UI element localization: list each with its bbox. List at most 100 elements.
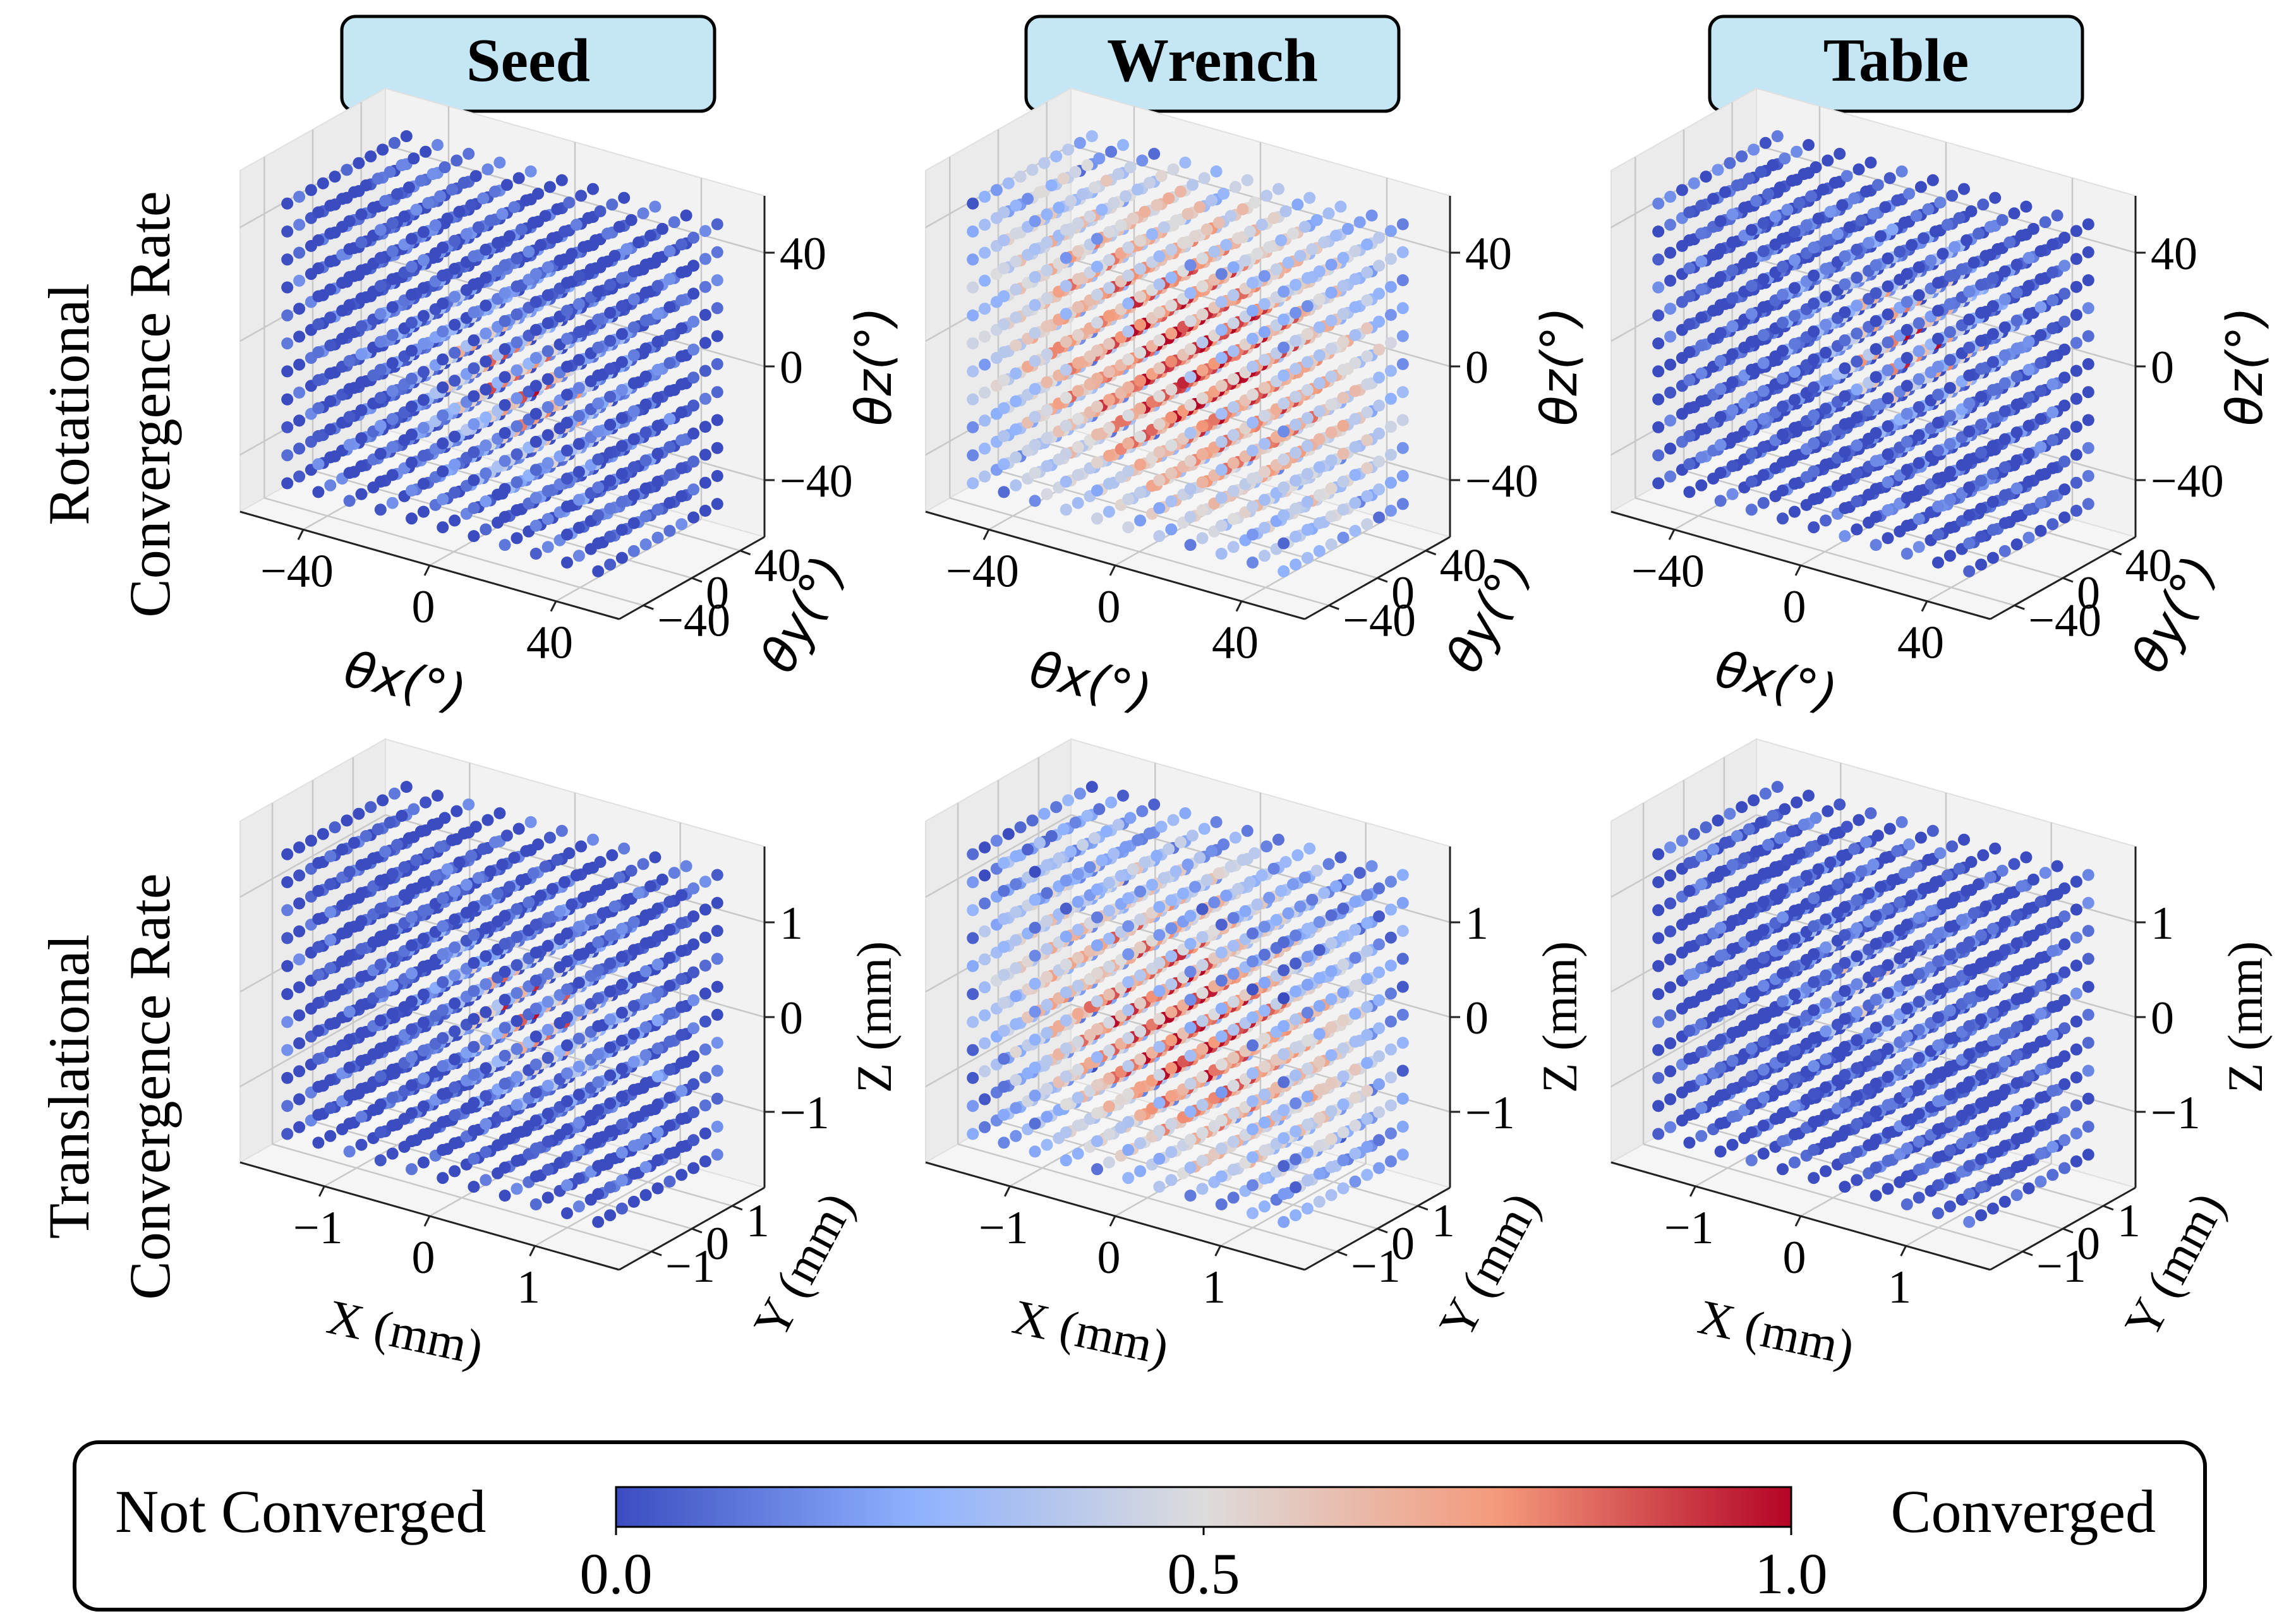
data-point [312, 318, 325, 330]
data-point [1912, 541, 1925, 553]
z-tick-label: −40 [780, 455, 853, 507]
data-point [1700, 171, 1712, 183]
data-point [1258, 466, 1271, 478]
data-point [379, 195, 392, 207]
data-point [1267, 212, 1280, 224]
data-point [2010, 510, 2023, 522]
data-point [675, 1028, 688, 1041]
data-point [417, 478, 430, 490]
data-point [1215, 519, 1228, 532]
data-point [1301, 440, 1314, 452]
data-point [1683, 374, 1696, 387]
data-point [663, 1008, 676, 1020]
data-point [1986, 328, 1999, 340]
data-point [1750, 195, 1763, 207]
data-point [1840, 170, 1853, 183]
data-point [663, 1063, 676, 1076]
data-point [2034, 329, 2047, 341]
data-point [1839, 418, 1851, 430]
data-point [1839, 390, 1851, 402]
data-point [656, 222, 668, 235]
data-point [343, 438, 356, 451]
data-point [687, 315, 700, 328]
data-point [1748, 143, 1760, 156]
data-point [408, 152, 420, 165]
data-point [1883, 172, 1896, 184]
data-point [1279, 205, 1292, 217]
data-point [979, 387, 991, 399]
data-point [1664, 191, 1677, 203]
data-point [1153, 306, 1166, 318]
data-point [1757, 357, 1770, 370]
data-point [604, 279, 617, 291]
data-point [2082, 442, 2094, 454]
data-point [529, 548, 542, 560]
z-tick-label: 40 [780, 228, 826, 280]
data-point [498, 259, 511, 272]
data-point [492, 237, 504, 249]
data-point [1132, 183, 1144, 196]
data-point [367, 202, 380, 214]
data-point [1683, 206, 1696, 219]
data-point [1091, 316, 1103, 329]
data-point [384, 816, 396, 829]
data-point [1867, 208, 1880, 220]
data-point [651, 251, 664, 264]
data-point [687, 882, 700, 895]
data-point [1973, 227, 1985, 240]
data-point [2022, 251, 2035, 264]
data-point [1714, 243, 1727, 255]
data-point [620, 893, 633, 906]
data-point [1996, 214, 2009, 226]
data-point [967, 253, 979, 266]
data-point [1943, 438, 1956, 450]
data-point [1396, 414, 1409, 426]
data-point [1072, 357, 1084, 370]
data-point [2020, 200, 2033, 213]
data-point [293, 191, 306, 203]
data-point [627, 377, 640, 390]
data-point [711, 925, 723, 937]
data-point [582, 862, 595, 875]
data-point [2082, 218, 2094, 231]
data-point [2003, 236, 2016, 249]
data-point [675, 1169, 688, 1181]
data-point [601, 878, 613, 891]
data-point [1998, 349, 2011, 361]
data-point [355, 320, 368, 332]
data-point [1839, 446, 1851, 459]
data-point [1026, 164, 1039, 176]
data-point [608, 250, 621, 262]
data-point [2070, 337, 2082, 349]
data-point [1961, 234, 1973, 246]
data-point [1258, 550, 1271, 562]
data-point [584, 263, 597, 275]
data-point [1103, 310, 1115, 322]
data-point [1759, 136, 1772, 149]
data-point [1337, 447, 1350, 460]
data-point [558, 226, 571, 238]
data-point [711, 1008, 723, 1021]
data-point [2010, 398, 2023, 411]
data-point [1943, 326, 1956, 339]
data-point [639, 1105, 652, 1118]
data-point [1695, 255, 1708, 268]
data-point [699, 1043, 711, 1056]
data-point [1963, 425, 1976, 438]
data-point [1808, 465, 1820, 478]
data-point [1932, 277, 1944, 289]
data-point [615, 440, 628, 452]
row-label-translational-line1: Translational [37, 934, 101, 1239]
data-point [312, 430, 325, 442]
data-point [281, 197, 294, 210]
data-point [1134, 430, 1147, 443]
data-point [2046, 406, 2059, 419]
y-tick-mark [2014, 604, 2025, 610]
data-point [1986, 551, 1999, 564]
data-point [1127, 212, 1139, 225]
data-point [1851, 272, 1863, 284]
data-point [699, 421, 711, 433]
data-point [1153, 530, 1166, 543]
data-point [1652, 253, 1665, 266]
data-point [639, 286, 652, 299]
